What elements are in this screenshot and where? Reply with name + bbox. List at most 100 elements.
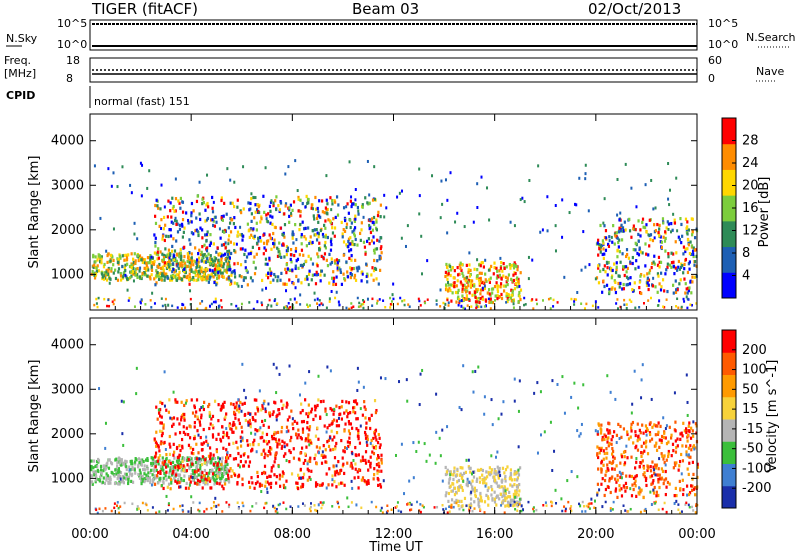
- echo-cell: [465, 294, 468, 298]
- echo-cell: [162, 426, 165, 430]
- echo-cell: [269, 236, 272, 240]
- echo-cell: [657, 255, 661, 259]
- echo-cell: [187, 258, 190, 263]
- echo-cell: [465, 504, 468, 507]
- echo-cell: [454, 474, 458, 478]
- echo-cell: [608, 422, 611, 426]
- colorbar-swatch: [722, 118, 736, 145]
- echo-cell: [449, 288, 452, 293]
- echo-cell: [447, 280, 450, 284]
- echo-cell: [91, 269, 94, 274]
- echo-cell: [642, 466, 646, 470]
- echo-cell: [278, 438, 281, 442]
- echo-cell: [119, 274, 123, 278]
- echo-cell: [178, 227, 182, 231]
- echo-cell: [460, 408, 463, 412]
- echo-cell: [278, 208, 282, 212]
- echo-cell: [264, 480, 267, 484]
- echo-cell: [687, 472, 690, 477]
- echo-cell: [651, 261, 654, 266]
- echo-cell: [284, 204, 287, 208]
- echo-cell: [190, 495, 193, 499]
- echo-cell: [348, 422, 351, 426]
- echo-cell: [242, 207, 245, 211]
- echo-cell: [675, 446, 678, 450]
- echo-cell: [364, 450, 368, 454]
- echo-cell: [382, 479, 385, 483]
- echo-cell: [452, 505, 455, 509]
- echo-cell: [240, 425, 243, 429]
- echo-cell: [312, 417, 315, 422]
- echo-cell: [163, 205, 166, 209]
- echo-cell: [624, 481, 628, 486]
- echo-cell: [187, 510, 190, 513]
- echo-cell: [193, 481, 197, 485]
- echo-cell: [426, 298, 429, 301]
- echo-cell: [234, 416, 237, 420]
- echo-cell: [599, 269, 602, 273]
- echo-cell: [331, 474, 334, 478]
- echo-cell: [157, 408, 160, 412]
- echo-cell: [513, 478, 516, 482]
- echo-cell: [377, 469, 380, 473]
- echo-cell: [219, 470, 222, 475]
- echo-cell: [644, 507, 647, 511]
- echo-cell: [573, 303, 576, 306]
- echo-cell: [276, 279, 279, 283]
- echo-cell: [570, 505, 573, 508]
- echo-cell: [242, 464, 245, 468]
- echo-cell: [330, 208, 333, 212]
- echo-cell: [693, 275, 696, 279]
- echo-cell: [379, 485, 383, 489]
- echo-cell: [295, 259, 298, 263]
- echo-cell: [285, 282, 288, 287]
- echo-cell: [352, 202, 355, 206]
- echo-cell: [248, 418, 251, 423]
- echo-cell: [530, 299, 533, 302]
- echo-cell: [361, 476, 365, 480]
- echo-cell: [282, 483, 285, 488]
- echo-cell: [168, 265, 171, 269]
- echo-cell: [676, 437, 679, 441]
- echo-cell: [354, 203, 357, 207]
- echo-cell: [561, 509, 564, 513]
- echo-cell: [150, 273, 153, 277]
- echo-cell: [266, 262, 269, 266]
- echo-cell: [100, 473, 103, 477]
- echo-cell: [218, 269, 221, 273]
- echo-cell: [660, 438, 663, 442]
- echo-cell: [507, 504, 510, 508]
- echo-cell: [477, 497, 480, 501]
- echo-cell: [232, 270, 235, 274]
- echo-cell: [357, 486, 360, 490]
- echo-cell: [161, 430, 164, 434]
- echo-cell: [514, 470, 517, 474]
- echo-cell: [299, 263, 302, 267]
- echo-cell: [180, 278, 183, 282]
- echo-cell: [201, 245, 204, 249]
- echo-cell: [386, 504, 389, 507]
- echo-cell: [517, 280, 520, 284]
- echo-cell: [652, 465, 655, 469]
- echo-cell: [130, 459, 133, 463]
- echo-cell: [630, 422, 633, 426]
- echo-cell: [694, 493, 697, 497]
- echo-cell: [491, 291, 494, 295]
- echo-cell: [448, 505, 451, 508]
- echo-cell: [630, 186, 633, 190]
- echo-cell: [155, 468, 158, 473]
- echo-cell: [655, 441, 658, 445]
- echo-cell: [160, 421, 164, 425]
- nsky-strip: N.Sky 10^5 10^0 N.Search 10^5 10^0: [6, 17, 796, 51]
- echo-cell: [299, 222, 302, 227]
- echo-cell: [461, 289, 464, 294]
- echo-cell: [505, 496, 508, 500]
- echo-cell: [248, 460, 252, 464]
- echo-cell: [95, 297, 98, 301]
- echo-cell: [208, 415, 211, 419]
- echo-cell: [274, 510, 277, 513]
- echo-cell: [192, 437, 196, 441]
- echo-cell: [504, 504, 507, 508]
- echo-cell: [178, 453, 181, 457]
